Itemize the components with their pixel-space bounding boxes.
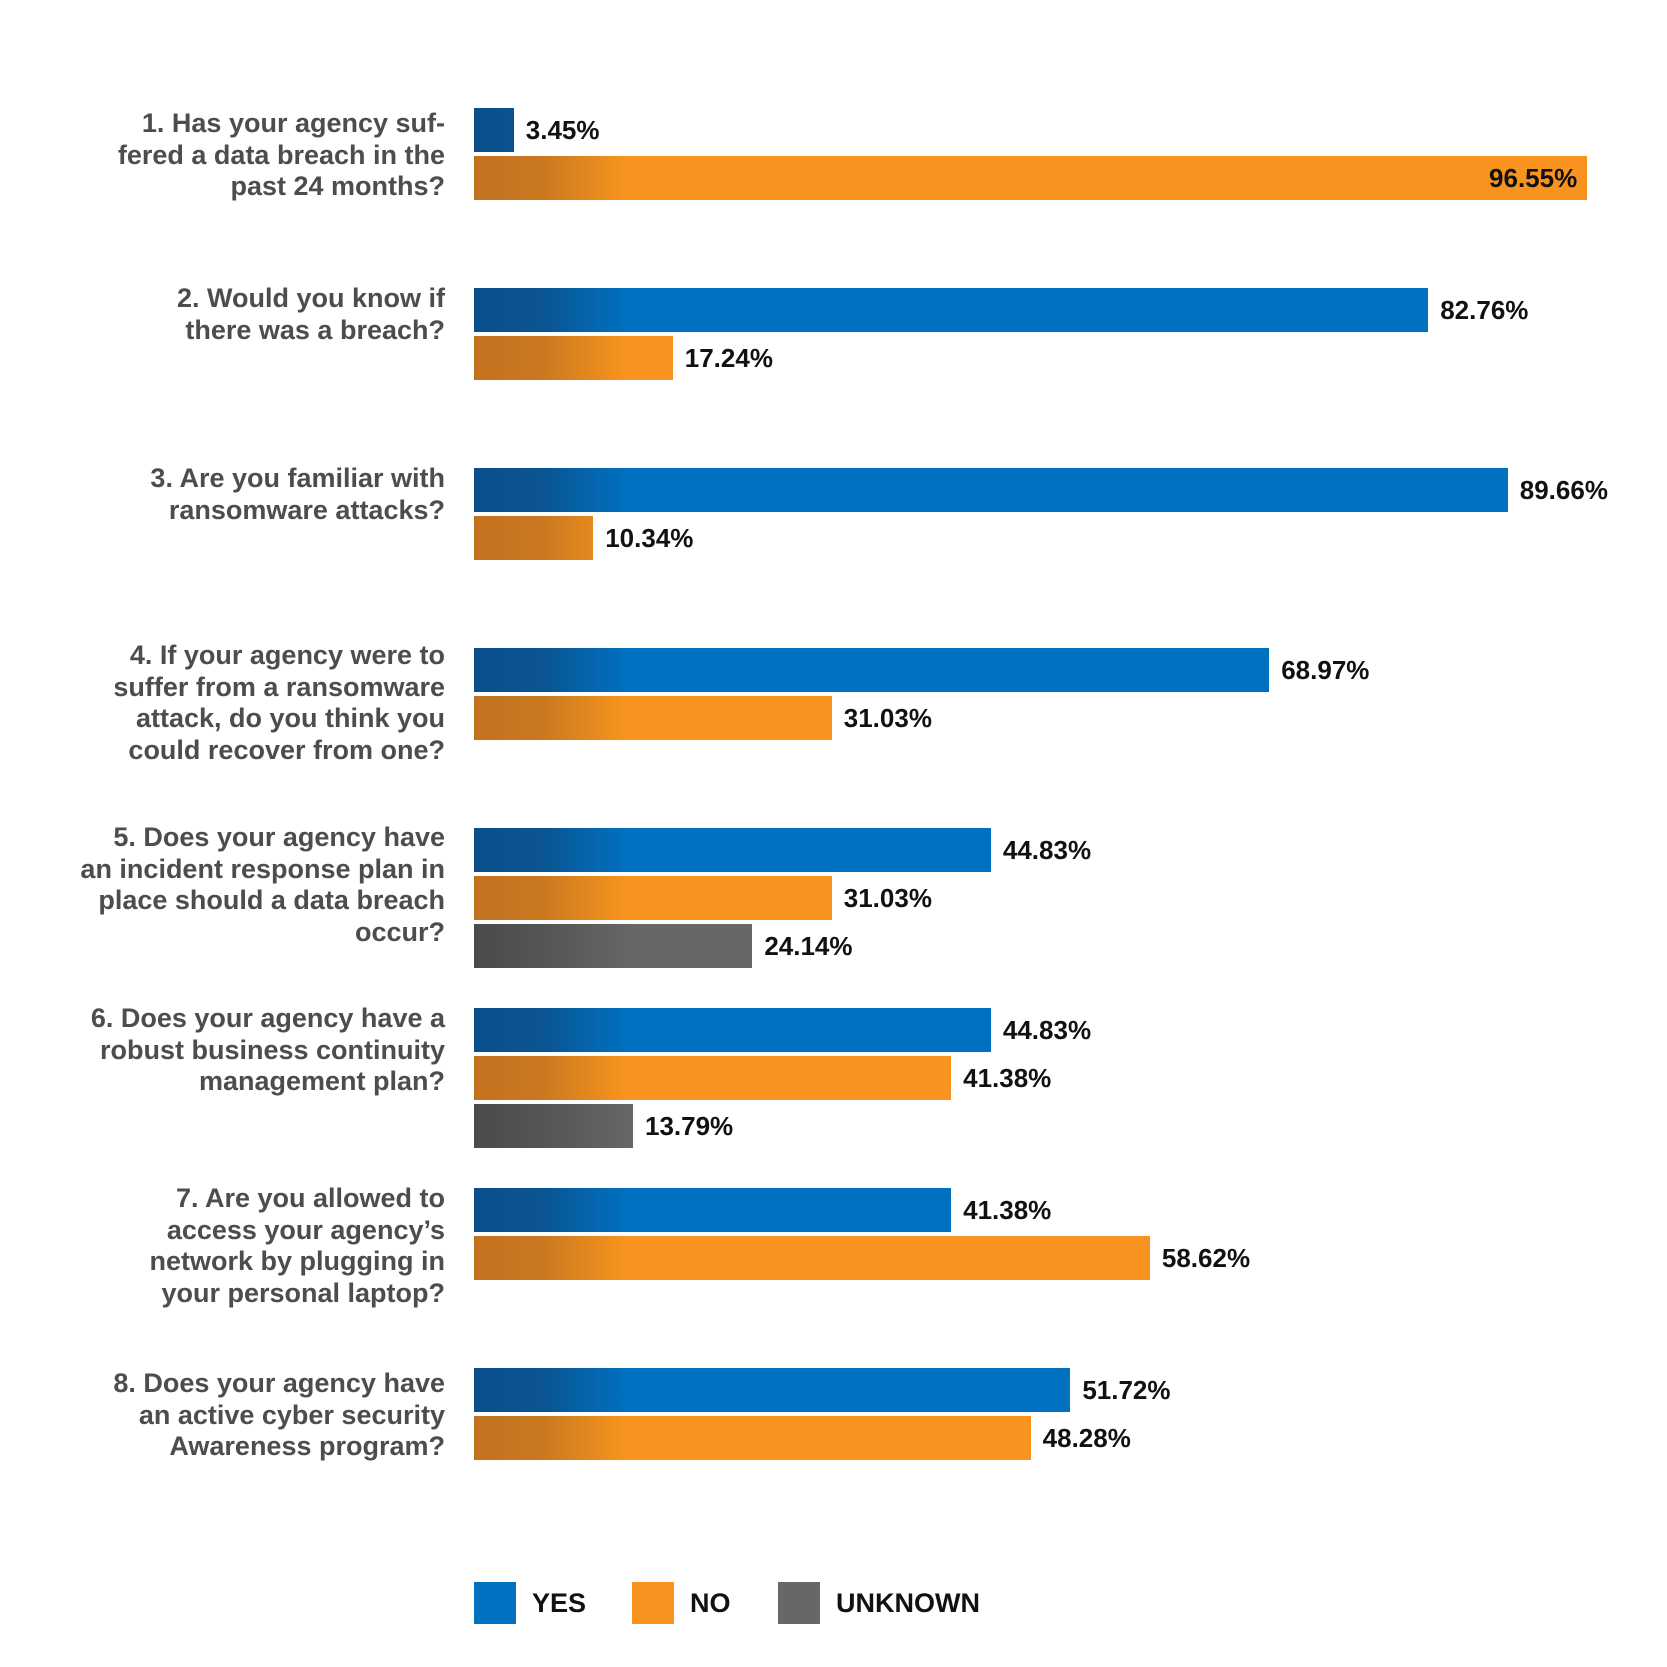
question-label-line: 6. Does your agency have a xyxy=(90,1003,445,1033)
bar-no xyxy=(474,1416,1031,1460)
question-label: 6. Does your agency have a robust busines… xyxy=(5,1003,445,1098)
bar-no xyxy=(474,876,832,920)
bar-value-label: 13.79% xyxy=(644,1111,734,1141)
question-label-line: place should a data breach xyxy=(98,885,445,915)
question-label: 8. Does your agency have an active cyber … xyxy=(5,1368,445,1463)
question-label: 5. Does your agency have an incident resp… xyxy=(5,822,445,948)
bar-value-label: 68.97% xyxy=(1281,655,1370,685)
question-label-line: 3. Are you familiar with xyxy=(150,463,445,493)
bar-value-label: 17.24% xyxy=(684,343,773,373)
question-label-line: an incident response plan in xyxy=(80,853,445,884)
question-label: 3. Are you familiar with ransomware attac… xyxy=(5,463,445,526)
legend-label-no: NO xyxy=(690,1588,731,1618)
bar-value-label: 58.62% xyxy=(1161,1243,1251,1273)
bar-unknown xyxy=(474,924,753,968)
question-label: 1. Has your agency suf-fered a data brea… xyxy=(5,108,445,203)
question-label-line: 5. Does your agency have xyxy=(113,822,445,852)
legend-swatch-no xyxy=(632,1582,674,1624)
bar-value-label: 82.76% xyxy=(1440,295,1529,325)
bar-value-label: 89.66% xyxy=(1519,475,1608,505)
bar-value-label: 24.14% xyxy=(764,931,853,961)
bar-value-label: 44.83% xyxy=(1002,1015,1092,1045)
bar-value-label: 31.03% xyxy=(843,883,932,913)
question-label-line: robust business continuity xyxy=(99,1034,445,1065)
question-label-line: fered a data breach in the xyxy=(117,139,445,170)
question-label-line: suffer from a ransomware xyxy=(113,671,445,702)
bar-value-label: 3.45% xyxy=(525,115,600,145)
bar-unknown xyxy=(474,1104,633,1148)
question-label-line: your personal laptop? xyxy=(161,1277,445,1308)
question-label-line: 8. Does your agency have xyxy=(113,1368,445,1398)
bar-yes xyxy=(474,468,1508,512)
bar-value-label: 10.34% xyxy=(605,523,694,553)
question-label-line: past 24 months? xyxy=(230,171,445,201)
legend-swatch-yes xyxy=(474,1582,516,1624)
bar-value-label: 41.38% xyxy=(963,1063,1052,1093)
question-label-line: management plan? xyxy=(198,1066,445,1096)
question-label-line: Awareness program? xyxy=(169,1431,445,1461)
legend-label-yes: YES xyxy=(532,1588,587,1618)
bar-yes xyxy=(474,288,1429,332)
question-label-line: access your agency’s xyxy=(166,1214,445,1245)
bar-no xyxy=(474,156,1588,200)
bar-yes xyxy=(474,1368,1071,1412)
bar-no xyxy=(474,336,673,380)
legend-swatch-unknown xyxy=(778,1582,820,1624)
bar-yes xyxy=(474,1188,952,1232)
bar-yes xyxy=(474,828,991,872)
question-label: 2. Would you know if there was a breach? xyxy=(5,283,445,346)
question-label-line: could recover from one? xyxy=(128,734,445,765)
bar-value-label: 48.28% xyxy=(1042,1423,1131,1453)
bar-no xyxy=(474,1236,1150,1280)
question-label-line: network by plugging in xyxy=(149,1246,445,1276)
bar-no xyxy=(474,516,594,560)
question-label-line: 1. Has your agency suf- xyxy=(141,108,445,138)
question-label: 4. If your agency were to suffer from a r… xyxy=(5,640,445,766)
bar-no xyxy=(474,1056,952,1100)
question-label-line: 2. Would you know if xyxy=(177,283,445,313)
bar-value-label: 41.38% xyxy=(963,1195,1052,1225)
question-label-line: there was a breach? xyxy=(185,314,445,345)
bar-value-label: 44.83% xyxy=(1002,835,1092,865)
question-label-line: occur? xyxy=(354,916,445,947)
question-label-line: attack, do you think you xyxy=(135,703,445,733)
question-label-line: 4. If your agency were to xyxy=(129,640,445,670)
bar-value-label: 96.55% xyxy=(1489,163,1578,193)
legend-label-unknown: UNKNOWN xyxy=(836,1588,980,1618)
bar-yes xyxy=(474,108,514,152)
bar-value-label: 51.72% xyxy=(1082,1375,1171,1405)
bar-value-label: 31.03% xyxy=(843,703,932,733)
bar-yes xyxy=(474,1008,991,1052)
question-label: 7. Are you allowed to access your agency’… xyxy=(5,1183,445,1309)
question-label-line: 7. Are you allowed to xyxy=(175,1183,445,1213)
question-label-line: ransomware attacks? xyxy=(168,494,445,525)
bar-no xyxy=(474,696,832,740)
question-label-line: an active cyber security xyxy=(138,1399,445,1430)
bar-yes xyxy=(474,648,1270,692)
